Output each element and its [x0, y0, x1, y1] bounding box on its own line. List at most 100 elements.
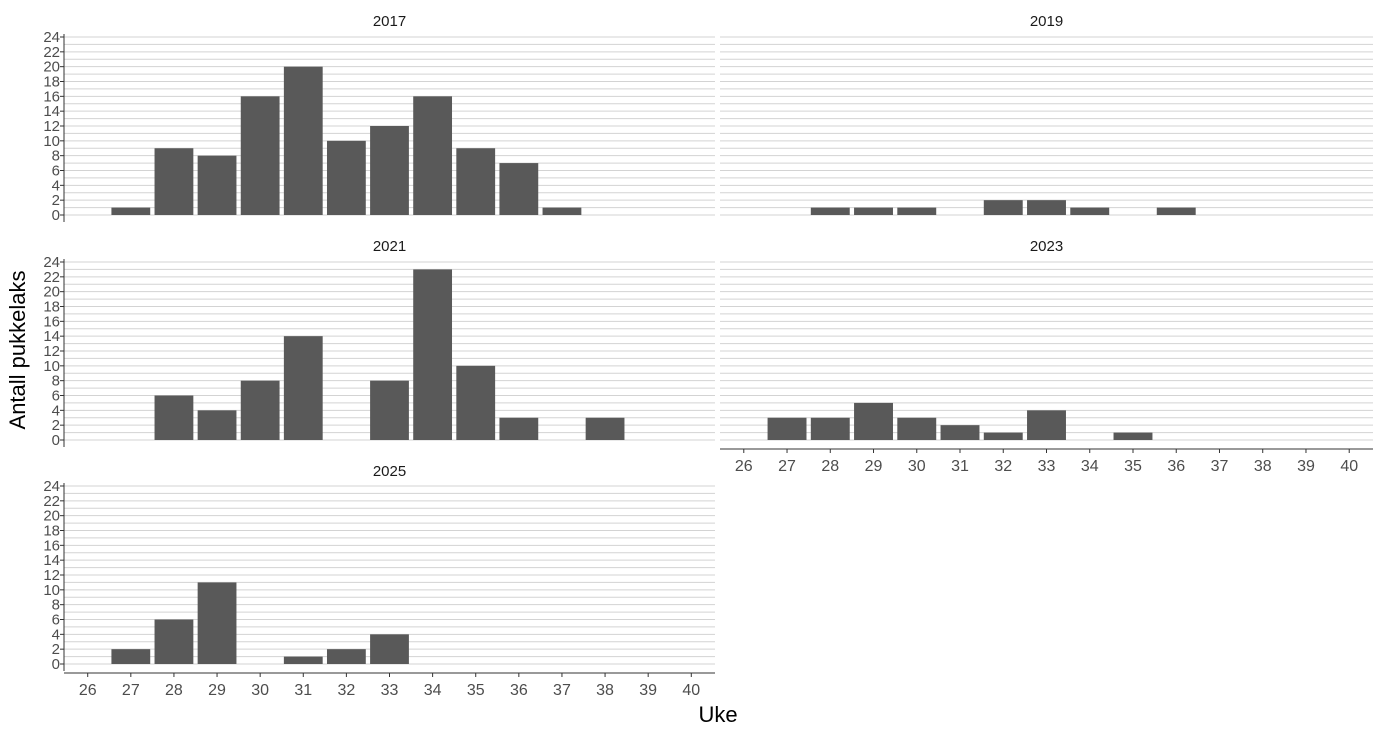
y-tick-label: 16 [43, 313, 60, 330]
bar-2019-wk34 [1070, 207, 1110, 215]
y-tick-label: 0 [52, 656, 60, 673]
bar-2021-wk36 [499, 417, 539, 440]
x-tick-label: 29 [865, 458, 883, 475]
y-tick-label: 10 [43, 582, 60, 599]
bar-2021-wk29 [197, 410, 237, 440]
bar-2023-wk29 [854, 402, 893, 440]
bar-2017-wk35 [456, 148, 496, 215]
bar-2021-wk31 [283, 336, 323, 440]
x-tick-label: 38 [596, 682, 614, 699]
y-tick-label: 16 [43, 88, 60, 105]
bar-2023-wk31 [940, 425, 980, 440]
y-tick-label: 16 [43, 537, 60, 554]
x-tick-label: 35 [1124, 458, 1142, 475]
y-tick-label: 12 [43, 118, 60, 135]
x-tick-label: 34 [1081, 458, 1099, 475]
y-tick-label: 6 [52, 163, 60, 180]
y-tick-label: 2 [52, 641, 60, 658]
bar-2023-wk35 [1113, 432, 1153, 440]
y-tick-label: 18 [43, 74, 60, 91]
bar-2017-wk36 [499, 163, 539, 215]
x-tick-label: 27 [778, 458, 796, 475]
y-tick-label: 24 [43, 478, 60, 495]
x-tick-label: 37 [553, 682, 571, 699]
x-tick-label: 27 [122, 682, 140, 699]
bar-2019-wk36 [1156, 207, 1196, 215]
bar-2025-wk28 [154, 619, 194, 664]
bar-2021-wk33 [370, 380, 409, 440]
y-tick-label: 22 [43, 269, 60, 286]
facet-title-2023: 2023 [1030, 238, 1063, 255]
bar-2019-wk29 [854, 207, 893, 215]
x-tick-label: 28 [821, 458, 839, 475]
y-tick-label: 20 [43, 59, 60, 76]
x-tick-label: 36 [1167, 458, 1185, 475]
y-tick-label: 4 [52, 626, 60, 643]
bar-2025-wk33 [370, 634, 409, 664]
x-tick-label: 40 [682, 682, 700, 699]
facet-title-2021: 2021 [373, 238, 406, 255]
x-tick-label: 31 [294, 682, 312, 699]
y-tick-label: 8 [52, 148, 60, 165]
bar-2017-wk32 [326, 140, 366, 215]
x-tick-label: 26 [79, 682, 97, 699]
y-tick-label: 2 [52, 192, 60, 209]
x-tick-label: 30 [908, 458, 926, 475]
x-tick-label: 36 [510, 682, 528, 699]
x-tick-label: 37 [1211, 458, 1229, 475]
bar-2023-wk33 [1027, 410, 1066, 440]
bar-2021-wk30 [240, 380, 280, 440]
x-tick-label: 32 [337, 682, 355, 699]
y-tick-label: 14 [43, 328, 60, 345]
y-tick-label: 18 [43, 299, 60, 316]
x-axis-label: Uke [698, 702, 737, 727]
x-tick-label: 39 [1297, 458, 1315, 475]
x-tick-label: 39 [639, 682, 657, 699]
x-tick-label: 26 [735, 458, 753, 475]
y-tick-label: 24 [43, 254, 60, 271]
y-tick-label: 14 [43, 552, 60, 569]
facet-title-2019: 2019 [1030, 13, 1063, 30]
y-tick-label: 8 [52, 373, 60, 390]
bar-2017-wk34 [413, 96, 453, 215]
x-tick-label: 34 [424, 682, 442, 699]
y-tick-label: 4 [52, 402, 60, 419]
y-tick-label: 20 [43, 508, 60, 525]
bar-2017-wk33 [370, 126, 409, 215]
y-tick-label: 10 [43, 358, 60, 375]
x-tick-label: 40 [1340, 458, 1358, 475]
y-tick-label: 6 [52, 612, 60, 629]
y-tick-label: 18 [43, 523, 60, 540]
bar-2017-wk30 [240, 96, 280, 215]
x-tick-label: 32 [994, 458, 1012, 475]
bar-2021-wk34 [413, 269, 453, 440]
y-tick-label: 24 [43, 29, 60, 46]
bar-2017-wk37 [542, 207, 582, 215]
bar-2021-wk35 [456, 365, 496, 440]
bar-2025-wk32 [326, 649, 366, 664]
y-tick-label: 0 [52, 207, 60, 224]
bar-2019-wk32 [983, 200, 1023, 215]
bar-2019-wk30 [897, 207, 937, 215]
bar-2025-wk31 [283, 656, 323, 664]
x-tick-label: 28 [165, 682, 183, 699]
bar-2021-wk38 [585, 417, 625, 440]
y-tick-label: 22 [43, 493, 60, 510]
y-tick-label: 12 [43, 567, 60, 584]
bar-2019-wk28 [810, 207, 850, 215]
bar-2023-wk30 [897, 417, 937, 440]
y-tick-label: 10 [43, 133, 60, 150]
bar-2019-wk33 [1027, 200, 1066, 215]
y-tick-label: 8 [52, 597, 60, 614]
x-tick-label: 33 [381, 682, 399, 699]
bar-2023-wk32 [983, 432, 1023, 440]
bar-2025-wk29 [197, 582, 237, 664]
y-tick-label: 6 [52, 388, 60, 405]
bar-2025-wk27 [111, 649, 151, 664]
y-tick-label: 22 [43, 44, 60, 61]
y-tick-label: 12 [43, 343, 60, 360]
bar-2017-wk28 [154, 148, 194, 215]
y-tick-label: 14 [43, 103, 60, 120]
x-tick-label: 38 [1254, 458, 1272, 475]
